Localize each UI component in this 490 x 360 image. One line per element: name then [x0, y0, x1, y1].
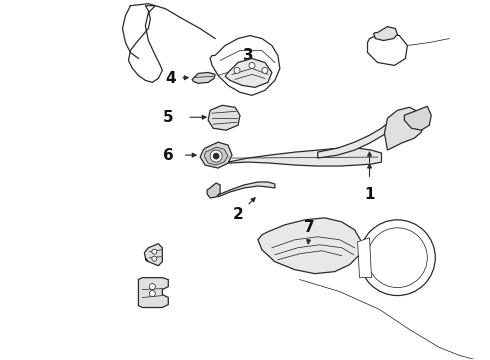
Circle shape	[152, 249, 157, 254]
Text: 2: 2	[233, 207, 244, 222]
Circle shape	[213, 153, 219, 159]
Polygon shape	[192, 72, 215, 84]
Polygon shape	[207, 183, 220, 198]
Polygon shape	[404, 106, 431, 130]
Polygon shape	[145, 244, 162, 266]
Circle shape	[368, 228, 427, 288]
Polygon shape	[204, 147, 228, 165]
Polygon shape	[373, 27, 397, 41]
Circle shape	[262, 67, 268, 73]
Text: 7: 7	[304, 220, 315, 235]
Circle shape	[149, 284, 155, 289]
Polygon shape	[138, 278, 168, 307]
Circle shape	[360, 220, 435, 296]
Circle shape	[249, 62, 255, 68]
Text: 6: 6	[163, 148, 173, 163]
Polygon shape	[318, 110, 399, 158]
Polygon shape	[210, 36, 280, 95]
Polygon shape	[225, 58, 272, 87]
Circle shape	[210, 150, 222, 162]
Text: 9: 9	[143, 294, 154, 309]
Polygon shape	[218, 182, 275, 197]
Text: 3: 3	[243, 48, 253, 63]
Polygon shape	[128, 6, 162, 82]
Polygon shape	[258, 218, 362, 274]
Circle shape	[149, 291, 155, 297]
Circle shape	[234, 67, 240, 73]
Polygon shape	[208, 105, 240, 130]
Polygon shape	[368, 32, 407, 66]
Circle shape	[152, 256, 157, 261]
Polygon shape	[358, 238, 371, 278]
Polygon shape	[200, 142, 232, 168]
Polygon shape	[228, 148, 382, 166]
Text: 4: 4	[165, 71, 175, 86]
Text: 8: 8	[143, 250, 154, 265]
Text: 5: 5	[163, 110, 173, 125]
Polygon shape	[385, 107, 424, 150]
Text: 1: 1	[364, 188, 375, 202]
